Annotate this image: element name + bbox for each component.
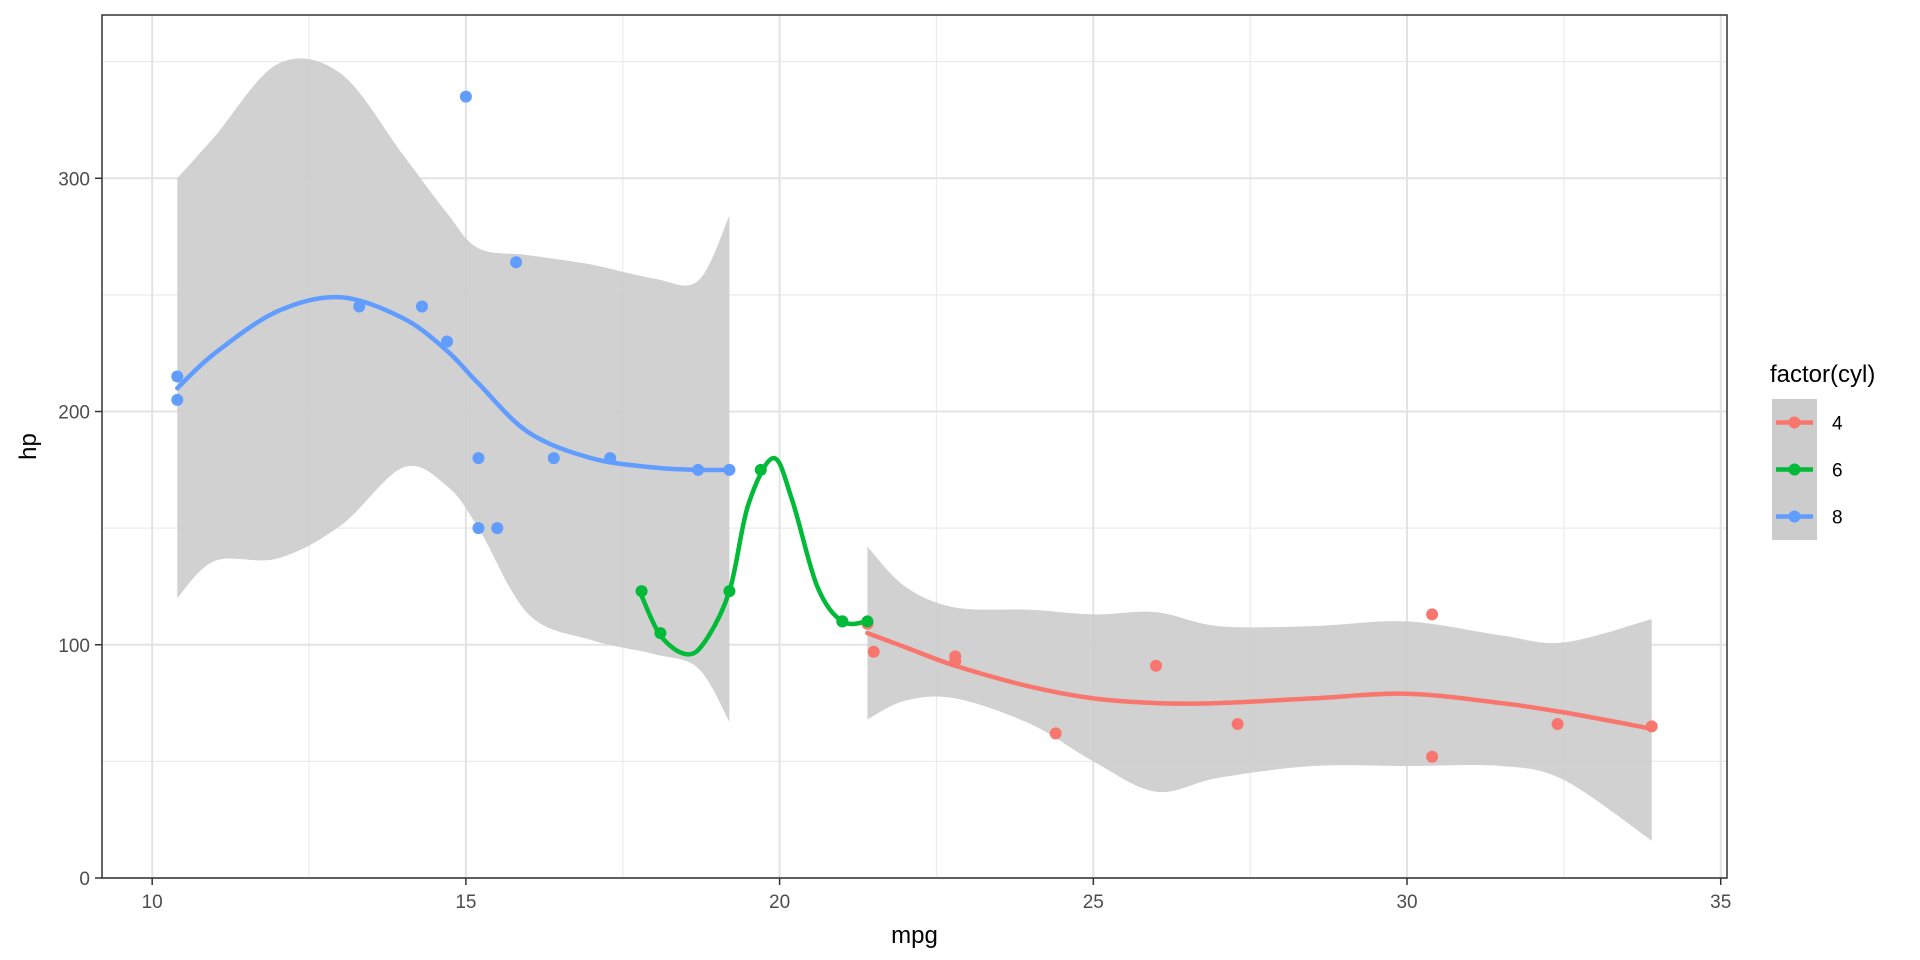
legend-title: factor(cyl) (1770, 361, 1875, 388)
data-point-8 (441, 335, 454, 348)
legend-key-point-8 (1788, 510, 1801, 523)
y-axis-title: hp (15, 433, 42, 460)
data-point-8 (510, 256, 523, 269)
data-point-6 (861, 615, 874, 628)
data-point-8 (415, 300, 428, 313)
axes: 10 15 20 25 30 35 0 100 200 300 (58, 169, 1731, 913)
confidence-band-4 (867, 546, 1652, 841)
data-point-8 (472, 522, 485, 535)
data-points (171, 90, 1658, 763)
data-point-4 (1551, 718, 1564, 731)
smooth-line-8 (175, 294, 732, 473)
data-point-6 (723, 585, 736, 598)
x-tick-label: 35 (1710, 892, 1731, 913)
data-point-4 (1049, 727, 1062, 740)
data-point-4 (1231, 718, 1244, 731)
data-point-6 (654, 627, 667, 640)
data-point-8 (171, 370, 184, 383)
x-tick-label: 10 (142, 892, 163, 913)
legend-label-8: 8 (1832, 508, 1843, 529)
data-point-4 (1645, 720, 1658, 733)
legend: factor(cyl) 4 6 8 (1770, 361, 1875, 540)
data-point-8 (547, 452, 560, 465)
data-point-8 (723, 463, 736, 476)
x-tick-label: 20 (769, 892, 790, 913)
y-tick-label: 300 (58, 169, 90, 190)
legend-label-4: 4 (1832, 414, 1843, 435)
data-point-8 (692, 463, 705, 476)
data-point-4 (867, 645, 880, 658)
legend-key-point-4 (1788, 416, 1801, 429)
plot-panel-border (101, 14, 1728, 879)
confidence-ribbons (177, 58, 1652, 841)
y-tick-label: 100 (58, 636, 90, 657)
y-tick-label: 0 (79, 869, 90, 890)
data-point-6 (836, 615, 849, 628)
x-tick-label: 25 (1083, 892, 1104, 913)
y-tick-label: 200 (58, 403, 90, 424)
confidence-band-8 (177, 58, 730, 722)
x-tick-label: 30 (1396, 892, 1417, 913)
data-point-4 (949, 650, 962, 663)
data-point-8 (171, 393, 184, 406)
data-point-8 (353, 300, 366, 313)
data-point-4 (1426, 608, 1439, 621)
data-point-8 (459, 90, 472, 103)
data-point-6 (754, 463, 767, 476)
data-point-8 (472, 452, 485, 465)
x-axis-title: mpg (891, 922, 938, 949)
smooth-line-6 (639, 455, 870, 657)
data-point-8 (604, 452, 617, 465)
legend-label-6: 6 (1832, 461, 1843, 482)
data-point-4 (1150, 659, 1163, 672)
data-point-6 (635, 585, 648, 598)
legend-key-point-6 (1788, 463, 1801, 476)
x-tick-label: 15 (455, 892, 476, 913)
data-point-4 (1426, 750, 1439, 763)
data-point-8 (491, 522, 504, 535)
